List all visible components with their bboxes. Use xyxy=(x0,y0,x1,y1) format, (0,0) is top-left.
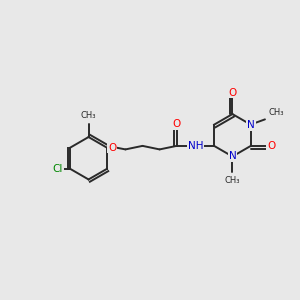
Text: Cl: Cl xyxy=(52,164,63,174)
Text: O: O xyxy=(172,119,181,129)
Text: O: O xyxy=(108,142,116,153)
Text: O: O xyxy=(267,141,275,151)
Text: NH: NH xyxy=(188,141,204,151)
Text: O: O xyxy=(228,88,237,98)
Text: N: N xyxy=(229,152,236,161)
Text: N: N xyxy=(247,120,255,130)
Text: CH₃: CH₃ xyxy=(81,111,96,120)
Text: CH₃: CH₃ xyxy=(225,176,240,185)
Text: CH₃: CH₃ xyxy=(268,108,284,117)
